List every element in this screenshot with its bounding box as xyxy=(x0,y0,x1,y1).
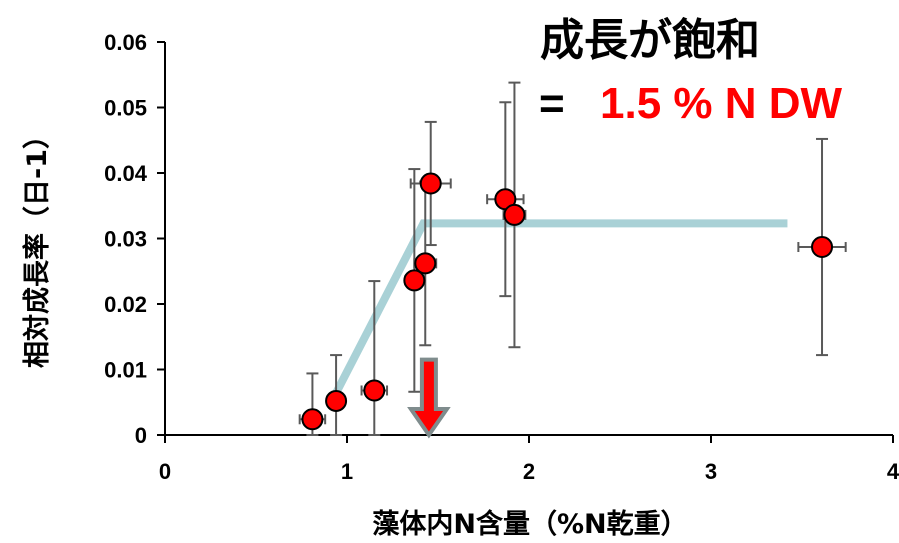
x-tick-label: 0 xyxy=(159,459,171,484)
data-point xyxy=(325,389,348,412)
tick-labels: 0 0.01 0.02 0.03 0.04 0.05 0.06 0 1 2 3 4 xyxy=(104,30,899,484)
y-tick-label: 0.01 xyxy=(104,358,147,383)
y-axis-title: 相対成長率（日-1） xyxy=(21,122,53,368)
fit-line xyxy=(327,219,788,406)
y-tick-label: 0.06 xyxy=(104,30,147,55)
data-point xyxy=(403,269,426,292)
data-point xyxy=(419,172,442,195)
x-tick-label: 3 xyxy=(705,459,717,484)
y-tick-label: 0.03 xyxy=(104,227,147,252)
saturation-arrow-shape xyxy=(407,357,451,439)
data-point xyxy=(363,379,386,402)
data-point xyxy=(414,252,437,275)
x-tick-label: 2 xyxy=(523,459,535,484)
axes xyxy=(157,41,894,443)
data-point xyxy=(503,203,526,226)
y-tick-label: 0.05 xyxy=(104,96,147,121)
annotation-title: 成長が飽和 xyxy=(540,15,760,66)
y-tick-label: 0.02 xyxy=(104,292,147,317)
y-tick-label: 0 xyxy=(135,423,147,448)
annotation-equals: = xyxy=(539,79,565,128)
error-bars xyxy=(298,81,847,436)
y-tick-label: 0.04 xyxy=(104,161,148,186)
x-axis-title: 藻体内N含量（%N乾重） xyxy=(372,508,687,540)
annotation-value: 1.5 % N DW xyxy=(600,79,843,128)
data-points xyxy=(301,172,834,431)
data-point xyxy=(301,408,324,431)
saturation-arrow xyxy=(407,357,451,439)
data-point xyxy=(811,236,834,259)
x-tick-label: 4 xyxy=(887,459,899,484)
x-tick-label: 1 xyxy=(341,459,353,484)
fit-line-path xyxy=(327,219,788,406)
